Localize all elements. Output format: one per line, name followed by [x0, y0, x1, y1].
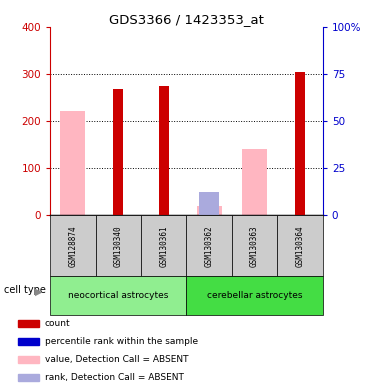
- Bar: [60, 111, 85, 215]
- Text: GSM130364: GSM130364: [296, 225, 305, 266]
- Bar: [113, 89, 123, 215]
- Text: count: count: [45, 319, 70, 328]
- Bar: [232, 215, 278, 276]
- Text: cerebellar astrocytes: cerebellar astrocytes: [207, 291, 302, 300]
- Bar: [18, 356, 39, 362]
- Bar: [187, 215, 232, 276]
- Text: ▶: ▶: [35, 287, 43, 297]
- Text: rank, Detection Call = ABSENT: rank, Detection Call = ABSENT: [45, 372, 184, 382]
- Bar: [50, 276, 187, 315]
- Title: GDS3366 / 1423353_at: GDS3366 / 1423353_at: [109, 13, 264, 26]
- Text: value, Detection Call = ABSENT: value, Detection Call = ABSENT: [45, 354, 188, 364]
- Bar: [96, 215, 141, 276]
- Bar: [295, 71, 305, 215]
- Bar: [197, 206, 221, 215]
- Bar: [18, 374, 39, 381]
- Bar: [18, 338, 39, 344]
- Text: GSM128874: GSM128874: [68, 225, 77, 266]
- Bar: [50, 215, 96, 276]
- Bar: [242, 149, 267, 215]
- Text: GSM130361: GSM130361: [159, 225, 168, 266]
- Bar: [199, 192, 219, 215]
- Text: GSM130362: GSM130362: [205, 225, 214, 266]
- Text: neocortical astrocytes: neocortical astrocytes: [68, 291, 168, 300]
- Text: GSM130363: GSM130363: [250, 225, 259, 266]
- Text: cell type: cell type: [4, 285, 46, 295]
- Text: GSM130340: GSM130340: [114, 225, 123, 266]
- Bar: [159, 86, 169, 215]
- Bar: [278, 215, 323, 276]
- Text: percentile rank within the sample: percentile rank within the sample: [45, 337, 198, 346]
- Bar: [18, 320, 39, 327]
- Bar: [187, 276, 323, 315]
- Bar: [141, 215, 187, 276]
